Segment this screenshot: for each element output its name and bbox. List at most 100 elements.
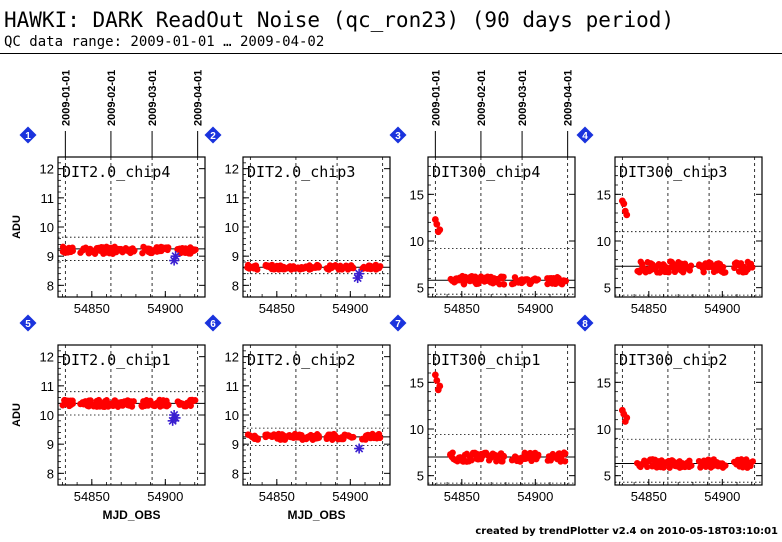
panel-badge-number: 8 (582, 319, 588, 330)
data-point (350, 433, 357, 441)
y-tick-label: 15 (410, 375, 424, 390)
data-point (376, 434, 384, 442)
panel-2: 2 8 9 10 11 12 54850 54900 DIT2.0_chip3 (204, 126, 391, 316)
outlier-point (354, 443, 365, 454)
y-tick-label: 8 (47, 278, 54, 293)
data-point (254, 436, 261, 443)
panel-badge-icon (576, 314, 594, 332)
panel-3: 3 5 10 15 54850 54900 DIT300_chip4 (389, 126, 576, 316)
data-point (69, 247, 77, 255)
panel-title: DIT2.0_chip2 (247, 351, 355, 369)
y-tick-label: 15 (597, 375, 611, 390)
data-point (377, 263, 384, 270)
data-point (688, 462, 695, 469)
y-axis-label: ADU (11, 215, 23, 239)
panel-badge-number: 1 (25, 131, 31, 142)
data-point (431, 371, 439, 379)
outlier-point (354, 268, 365, 279)
y-tick-label: 10 (40, 220, 54, 235)
y-tick-label: 5 (417, 469, 424, 484)
panel-title: DIT2.0_chip3 (247, 163, 355, 181)
y-tick-label: 12 (40, 162, 54, 177)
data-point (623, 211, 631, 219)
y-tick-label: 5 (417, 281, 424, 296)
panel-badge-icon (204, 314, 222, 332)
x-axis-label: MJD_OBS (102, 508, 160, 522)
y-tick-label: 9 (47, 437, 54, 452)
data-point (191, 397, 199, 404)
outlier-star-stroke (171, 252, 180, 261)
y-axis-label: ADU (11, 403, 23, 427)
y-tick-label: 15 (410, 187, 424, 202)
panel-title: DIT300_chip4 (432, 163, 540, 181)
date-tick-label: 2009-02-01 (106, 70, 118, 126)
x-tick-label: 54850 (631, 489, 667, 504)
y-tick-label: 8 (47, 466, 54, 481)
x-tick-label: 54900 (704, 489, 740, 504)
outlier-star-stroke (355, 444, 364, 453)
panel-badge-icon (576, 126, 594, 144)
y-tick-label: 12 (225, 162, 239, 177)
header-rule (0, 53, 782, 54)
panel-frame (427, 156, 576, 298)
panel-badge-icon (389, 314, 407, 332)
y-tick-label: 10 (225, 408, 239, 423)
y-tick-label: 9 (232, 249, 239, 264)
x-tick-label: 54850 (631, 301, 667, 316)
y-tick-label: 11 (226, 379, 240, 394)
data-point (719, 263, 727, 271)
qc-data-range: QC data range: 2009-01-01 … 2009-04-02 (4, 34, 325, 50)
outlier-star-stroke (355, 269, 364, 278)
y-tick-label: 10 (410, 234, 424, 249)
panel-4: 4 5 10 15 54850 54900 DIT300_chip3 (576, 126, 763, 316)
outlier-star-stroke (171, 413, 180, 423)
x-tick-label: 54850 (74, 301, 110, 316)
panel-badge-number: 2 (210, 131, 216, 142)
data-point (623, 414, 631, 422)
data-point (722, 462, 729, 469)
panel-title: DIT300_chip1 (432, 351, 540, 369)
x-tick-label: 54900 (517, 489, 553, 504)
date-tick-label: 2009-03-01 (147, 70, 159, 126)
data-point (749, 458, 757, 465)
panel-frame (614, 156, 763, 298)
data-point (500, 453, 508, 460)
data-point (700, 268, 707, 276)
data-point (130, 398, 137, 405)
page-title: HAWKI: DARK ReadOut Noise (qc_ron23) (90… (4, 8, 675, 32)
data-point (500, 281, 508, 288)
data-point (500, 273, 507, 281)
y-tick-label: 10 (410, 422, 424, 437)
x-tick-label: 54900 (147, 489, 183, 504)
data-point (187, 402, 194, 409)
data-point (722, 269, 729, 276)
date-tick-label: 2009-01-01 (60, 70, 72, 126)
panel-title: DIT2.0_chip4 (62, 163, 170, 181)
panel-badge-icon (204, 126, 222, 144)
data-point (164, 244, 172, 251)
panel-8: 8 5 10 15 54850 54900 DIT300_chip2 (576, 314, 763, 504)
data-point (534, 276, 542, 283)
panel-6: 6 8 9 10 11 12 54850 54900 DIT2.0_chip2 MJD_OBS (204, 314, 391, 522)
x-tick-label: 54850 (259, 489, 295, 504)
footer-credit: created by trendPlotter v2.4 on 2010-05-… (475, 526, 778, 537)
date-tick-label: 2009-04-01 (563, 70, 575, 126)
data-point (165, 401, 172, 409)
panel-frame (427, 344, 576, 486)
panel-1: 1 8 9 10 11 12 54850 54900 DIT2.0_chip4 ADU (11, 126, 206, 316)
y-tick-label: 10 (40, 408, 54, 423)
data-point (620, 200, 628, 208)
data-point (436, 226, 444, 234)
panel-5: 5 8 9 10 11 12 54850 54900 DIT2.0_chip1 ADU MJD_OB… (11, 314, 206, 522)
data-point (561, 458, 569, 465)
panel-badge-number: 7 (395, 319, 401, 330)
data-point (433, 220, 441, 228)
panel-badge-number: 6 (210, 319, 216, 330)
y-tick-label: 9 (47, 249, 54, 264)
y-tick-label: 10 (225, 220, 239, 235)
y-tick-label: 12 (40, 350, 54, 365)
data-point (644, 463, 651, 471)
data-point (535, 451, 542, 459)
data-point (128, 403, 136, 410)
